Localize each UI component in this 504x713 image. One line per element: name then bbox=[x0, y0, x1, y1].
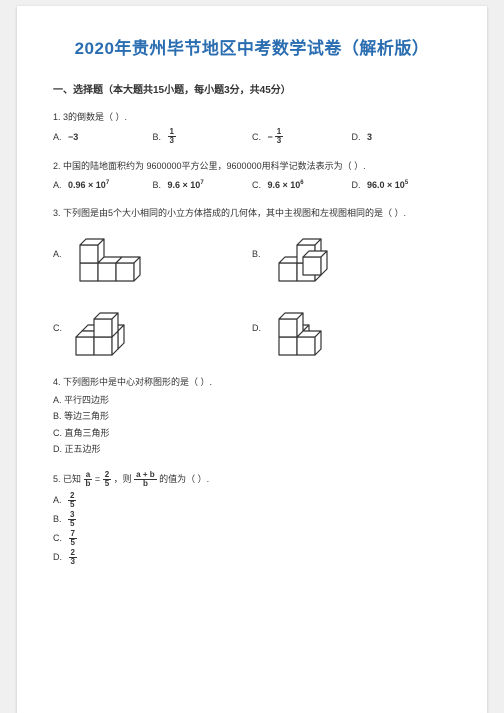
opt-label: B. bbox=[252, 247, 261, 261]
opt-val: 3 bbox=[367, 130, 372, 144]
q4-opt-a: A. 平行四边形 bbox=[53, 393, 451, 407]
exam-page: 2020年贵州毕节地区中考数学试卷（解析版） 一、选择题（本大题共15小题，每小… bbox=[17, 6, 487, 713]
opt-val: 9.6 × 106 bbox=[268, 178, 304, 192]
q4-options: A. 平行四边形 B. 等边三角形 C. 直角三角形 D. 正五边形 bbox=[53, 393, 451, 457]
q3-opt-a: A. bbox=[53, 225, 252, 285]
opt-label: D. bbox=[53, 550, 62, 564]
neg: − bbox=[268, 130, 273, 144]
q1-options: A. −3 B. 13 C. −13 D. 3 bbox=[53, 128, 451, 145]
opt-label: D. bbox=[352, 130, 361, 144]
question-1: 1. 3的倒数是（ ）. A. −3 B. 13 C. −13 D. 3 bbox=[53, 110, 451, 145]
opt-label: A. bbox=[53, 247, 62, 261]
q1-opt-c: C. −13 bbox=[252, 128, 352, 145]
q3-opt-c: C. bbox=[53, 299, 252, 359]
opt-label: B. bbox=[153, 178, 162, 192]
cube-figure-d bbox=[269, 299, 359, 359]
q4-opt-b: B. 等边三角形 bbox=[53, 409, 451, 423]
opt-label: C. bbox=[53, 321, 62, 335]
opt-val: 0.96 × 107 bbox=[68, 178, 109, 192]
question-5: 5. 已知 ab = 25 ，则 a + bb 的值为（ ）. A. 25 B.… bbox=[53, 471, 451, 566]
q3-options: A. bbox=[53, 225, 451, 359]
page-title: 2020年贵州毕节地区中考数学试卷（解析版） bbox=[53, 34, 451, 59]
q5-options: A. 25 B. 35 C. 75 D. 23 bbox=[53, 492, 451, 566]
q1-opt-b: B. 13 bbox=[153, 128, 253, 145]
opt-val: 13 bbox=[168, 128, 176, 145]
question-3: 3. 下列图是由5个大小相同的小立方体搭成的几何体，其中主视图和左视图相同的是（… bbox=[53, 206, 451, 358]
opt-label: C. bbox=[53, 531, 62, 545]
opt-val: 9.6 × 107 bbox=[168, 178, 204, 192]
cube-figure-b bbox=[269, 225, 359, 285]
opt-label: A. bbox=[53, 130, 62, 144]
q2-opt-b: B. 9.6 × 107 bbox=[153, 178, 253, 192]
opt-label: C. bbox=[252, 130, 261, 144]
q5-opt-a: A. 25 bbox=[53, 492, 451, 509]
q3-opt-b: B. bbox=[252, 225, 451, 285]
q2-opt-c: C. 9.6 × 106 bbox=[252, 178, 352, 192]
cube-figure-a bbox=[70, 225, 160, 285]
q1-text: 1. 3的倒数是（ ）. bbox=[53, 110, 451, 124]
q1-opt-a: A. −3 bbox=[53, 128, 153, 145]
opt-label: A. bbox=[53, 493, 62, 507]
q4-text: 4. 下列图形中是中心对称图形的是（ ）. bbox=[53, 375, 451, 389]
q2-options: A. 0.96 × 107 B. 9.6 × 107 C. 9.6 × 106 … bbox=[53, 178, 451, 192]
q1-opt-d: D. 3 bbox=[352, 128, 452, 145]
question-4: 4. 下列图形中是中心对称图形的是（ ）. A. 平行四边形 B. 等边三角形 … bbox=[53, 375, 451, 457]
section-header: 一、选择题（本大题共15小题，每小题3分，共45分） bbox=[53, 81, 451, 96]
q2-opt-d: D. 96.0 × 105 bbox=[352, 178, 452, 192]
q5-opt-d: D. 23 bbox=[53, 549, 451, 566]
q2-opt-a: A. 0.96 × 107 bbox=[53, 178, 153, 192]
q4-opt-d: D. 正五边形 bbox=[53, 442, 451, 456]
q3-opt-d: D. bbox=[252, 299, 451, 359]
opt-label: A. bbox=[53, 178, 62, 192]
opt-label: D. bbox=[252, 321, 261, 335]
q5-text: 5. 已知 ab = 25 ，则 a + bb 的值为（ ）. bbox=[53, 471, 451, 488]
opt-val: −3 bbox=[68, 130, 78, 144]
opt-val: 96.0 × 105 bbox=[367, 178, 408, 192]
cube-figure-c bbox=[70, 299, 160, 359]
opt-label: B. bbox=[153, 130, 162, 144]
q5-opt-c: C. 75 bbox=[53, 530, 451, 547]
q2-text: 2. 中国的陆地面积约为 9600000平方公里，9600000用科学记数法表示… bbox=[53, 159, 451, 173]
q5-opt-b: B. 35 bbox=[53, 511, 451, 528]
opt-val: 13 bbox=[275, 128, 283, 145]
q3-text: 3. 下列图是由5个大小相同的小立方体搭成的几何体，其中主视图和左视图相同的是（… bbox=[53, 206, 451, 220]
opt-label: C. bbox=[252, 178, 261, 192]
opt-label: B. bbox=[53, 512, 62, 526]
question-2: 2. 中国的陆地面积约为 9600000平方公里，9600000用科学记数法表示… bbox=[53, 159, 451, 192]
q4-opt-c: C. 直角三角形 bbox=[53, 426, 451, 440]
opt-label: D. bbox=[352, 178, 361, 192]
